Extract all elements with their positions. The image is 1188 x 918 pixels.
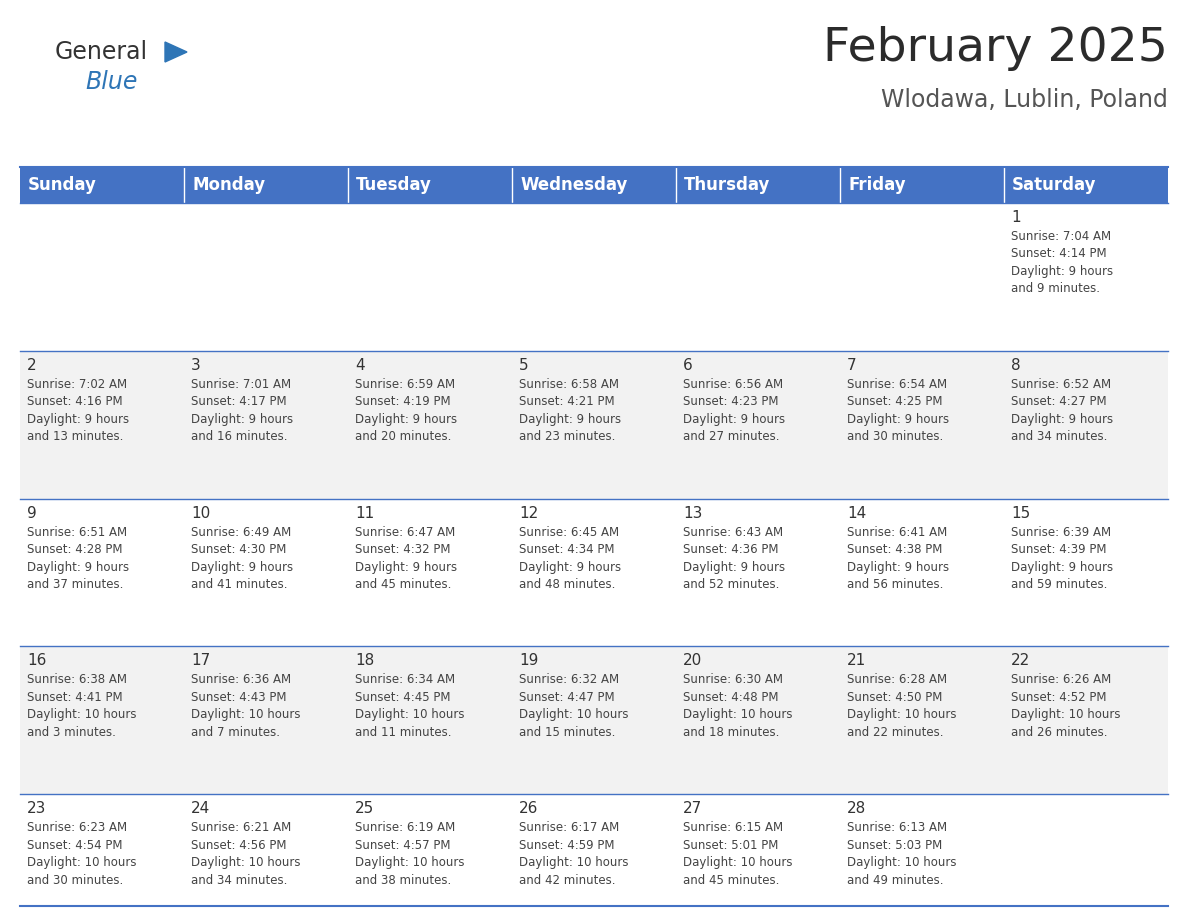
- Text: 13: 13: [683, 506, 702, 521]
- Text: Sunrise: 6:39 AM
Sunset: 4:39 PM
Daylight: 9 hours
and 59 minutes.: Sunrise: 6:39 AM Sunset: 4:39 PM Dayligh…: [1011, 526, 1113, 591]
- Text: 1: 1: [1011, 210, 1020, 225]
- Text: 6: 6: [683, 358, 693, 373]
- Text: Sunrise: 6:17 AM
Sunset: 4:59 PM
Daylight: 10 hours
and 42 minutes.: Sunrise: 6:17 AM Sunset: 4:59 PM Dayligh…: [519, 822, 628, 887]
- Text: Sunrise: 6:36 AM
Sunset: 4:43 PM
Daylight: 10 hours
and 7 minutes.: Sunrise: 6:36 AM Sunset: 4:43 PM Dayligh…: [191, 674, 301, 739]
- Bar: [20, 794, 1168, 918]
- Bar: [512, 167, 676, 203]
- Text: Sunrise: 6:38 AM
Sunset: 4:41 PM
Daylight: 10 hours
and 3 minutes.: Sunrise: 6:38 AM Sunset: 4:41 PM Dayligh…: [27, 674, 137, 739]
- Text: 8: 8: [1011, 358, 1020, 373]
- Text: Sunrise: 6:58 AM
Sunset: 4:21 PM
Daylight: 9 hours
and 23 minutes.: Sunrise: 6:58 AM Sunset: 4:21 PM Dayligh…: [519, 378, 621, 443]
- Text: Friday: Friday: [848, 176, 905, 194]
- Text: Sunrise: 6:41 AM
Sunset: 4:38 PM
Daylight: 9 hours
and 56 minutes.: Sunrise: 6:41 AM Sunset: 4:38 PM Dayligh…: [847, 526, 949, 591]
- Bar: [20, 167, 184, 203]
- Text: 21: 21: [847, 654, 866, 668]
- Bar: [348, 167, 512, 203]
- Text: Sunrise: 6:51 AM
Sunset: 4:28 PM
Daylight: 9 hours
and 37 minutes.: Sunrise: 6:51 AM Sunset: 4:28 PM Dayligh…: [27, 526, 129, 591]
- Text: Sunrise: 6:49 AM
Sunset: 4:30 PM
Daylight: 9 hours
and 41 minutes.: Sunrise: 6:49 AM Sunset: 4:30 PM Dayligh…: [191, 526, 293, 591]
- Text: Sunday: Sunday: [29, 176, 97, 194]
- Text: Tuesday: Tuesday: [356, 176, 432, 194]
- Text: Sunrise: 6:28 AM
Sunset: 4:50 PM
Daylight: 10 hours
and 22 minutes.: Sunrise: 6:28 AM Sunset: 4:50 PM Dayligh…: [847, 674, 956, 739]
- Text: 9: 9: [27, 506, 37, 521]
- Text: Blue: Blue: [86, 70, 138, 94]
- Text: 25: 25: [355, 801, 374, 816]
- Text: Sunrise: 6:45 AM
Sunset: 4:34 PM
Daylight: 9 hours
and 48 minutes.: Sunrise: 6:45 AM Sunset: 4:34 PM Dayligh…: [519, 526, 621, 591]
- Text: 5: 5: [519, 358, 529, 373]
- Text: 23: 23: [27, 801, 46, 816]
- Bar: [184, 167, 348, 203]
- Text: 16: 16: [27, 654, 46, 668]
- Text: Monday: Monday: [192, 176, 265, 194]
- Bar: [20, 646, 1168, 794]
- Text: Sunrise: 6:15 AM
Sunset: 5:01 PM
Daylight: 10 hours
and 45 minutes.: Sunrise: 6:15 AM Sunset: 5:01 PM Dayligh…: [683, 822, 792, 887]
- Text: Sunrise: 6:56 AM
Sunset: 4:23 PM
Daylight: 9 hours
and 27 minutes.: Sunrise: 6:56 AM Sunset: 4:23 PM Dayligh…: [683, 378, 785, 443]
- Text: Sunrise: 6:34 AM
Sunset: 4:45 PM
Daylight: 10 hours
and 11 minutes.: Sunrise: 6:34 AM Sunset: 4:45 PM Dayligh…: [355, 674, 465, 739]
- Text: February 2025: February 2025: [823, 26, 1168, 71]
- Text: Sunrise: 6:19 AM
Sunset: 4:57 PM
Daylight: 10 hours
and 38 minutes.: Sunrise: 6:19 AM Sunset: 4:57 PM Dayligh…: [355, 822, 465, 887]
- Text: Sunrise: 6:21 AM
Sunset: 4:56 PM
Daylight: 10 hours
and 34 minutes.: Sunrise: 6:21 AM Sunset: 4:56 PM Dayligh…: [191, 822, 301, 887]
- Text: Sunrise: 6:23 AM
Sunset: 4:54 PM
Daylight: 10 hours
and 30 minutes.: Sunrise: 6:23 AM Sunset: 4:54 PM Dayligh…: [27, 822, 137, 887]
- Text: Sunrise: 6:43 AM
Sunset: 4:36 PM
Daylight: 9 hours
and 52 minutes.: Sunrise: 6:43 AM Sunset: 4:36 PM Dayligh…: [683, 526, 785, 591]
- Text: 27: 27: [683, 801, 702, 816]
- Text: Sunrise: 6:47 AM
Sunset: 4:32 PM
Daylight: 9 hours
and 45 minutes.: Sunrise: 6:47 AM Sunset: 4:32 PM Dayligh…: [355, 526, 457, 591]
- Bar: [1004, 167, 1168, 203]
- Bar: [20, 203, 1168, 351]
- Text: Wlodawa, Lublin, Poland: Wlodawa, Lublin, Poland: [881, 88, 1168, 112]
- Text: 28: 28: [847, 801, 866, 816]
- Bar: [840, 167, 1004, 203]
- Text: 20: 20: [683, 654, 702, 668]
- Text: 19: 19: [519, 654, 538, 668]
- Text: 7: 7: [847, 358, 857, 373]
- Text: Sunrise: 6:30 AM
Sunset: 4:48 PM
Daylight: 10 hours
and 18 minutes.: Sunrise: 6:30 AM Sunset: 4:48 PM Dayligh…: [683, 674, 792, 739]
- Text: 3: 3: [191, 358, 201, 373]
- Text: 14: 14: [847, 506, 866, 521]
- Text: Sunrise: 7:04 AM
Sunset: 4:14 PM
Daylight: 9 hours
and 9 minutes.: Sunrise: 7:04 AM Sunset: 4:14 PM Dayligh…: [1011, 230, 1113, 296]
- Text: 22: 22: [1011, 654, 1030, 668]
- Text: Sunrise: 6:59 AM
Sunset: 4:19 PM
Daylight: 9 hours
and 20 minutes.: Sunrise: 6:59 AM Sunset: 4:19 PM Dayligh…: [355, 378, 457, 443]
- Text: Thursday: Thursday: [684, 176, 771, 194]
- Text: 26: 26: [519, 801, 538, 816]
- Text: Sunrise: 6:54 AM
Sunset: 4:25 PM
Daylight: 9 hours
and 30 minutes.: Sunrise: 6:54 AM Sunset: 4:25 PM Dayligh…: [847, 378, 949, 443]
- Text: 18: 18: [355, 654, 374, 668]
- Text: Sunrise: 7:01 AM
Sunset: 4:17 PM
Daylight: 9 hours
and 16 minutes.: Sunrise: 7:01 AM Sunset: 4:17 PM Dayligh…: [191, 378, 293, 443]
- Text: 12: 12: [519, 506, 538, 521]
- Text: Sunrise: 6:26 AM
Sunset: 4:52 PM
Daylight: 10 hours
and 26 minutes.: Sunrise: 6:26 AM Sunset: 4:52 PM Dayligh…: [1011, 674, 1120, 739]
- Bar: [20, 498, 1168, 646]
- Text: Saturday: Saturday: [1012, 176, 1097, 194]
- Text: Sunrise: 6:32 AM
Sunset: 4:47 PM
Daylight: 10 hours
and 15 minutes.: Sunrise: 6:32 AM Sunset: 4:47 PM Dayligh…: [519, 674, 628, 739]
- Text: 2: 2: [27, 358, 37, 373]
- Text: Wednesday: Wednesday: [520, 176, 627, 194]
- Polygon shape: [165, 42, 187, 62]
- Bar: [676, 167, 840, 203]
- Text: 11: 11: [355, 506, 374, 521]
- Text: 15: 15: [1011, 506, 1030, 521]
- Text: 10: 10: [191, 506, 210, 521]
- Text: 17: 17: [191, 654, 210, 668]
- Text: General: General: [55, 40, 148, 64]
- Text: Sunrise: 6:13 AM
Sunset: 5:03 PM
Daylight: 10 hours
and 49 minutes.: Sunrise: 6:13 AM Sunset: 5:03 PM Dayligh…: [847, 822, 956, 887]
- Text: 4: 4: [355, 358, 365, 373]
- Bar: [20, 351, 1168, 498]
- Text: Sunrise: 6:52 AM
Sunset: 4:27 PM
Daylight: 9 hours
and 34 minutes.: Sunrise: 6:52 AM Sunset: 4:27 PM Dayligh…: [1011, 378, 1113, 443]
- Text: 24: 24: [191, 801, 210, 816]
- Text: Sunrise: 7:02 AM
Sunset: 4:16 PM
Daylight: 9 hours
and 13 minutes.: Sunrise: 7:02 AM Sunset: 4:16 PM Dayligh…: [27, 378, 129, 443]
